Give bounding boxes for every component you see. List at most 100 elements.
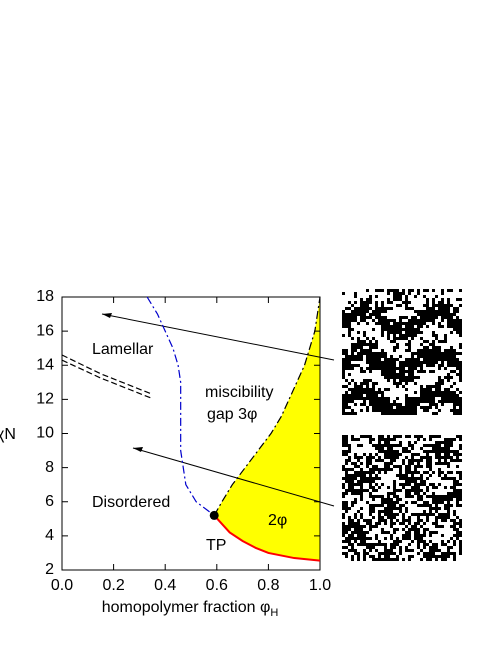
snapshot-pixel <box>399 388 402 391</box>
snapshot-pixel <box>348 385 351 388</box>
snapshot-pixel <box>375 486 378 489</box>
snapshot-pixel <box>414 450 417 453</box>
snapshot-pixel <box>360 465 363 468</box>
snapshot-pixel <box>360 337 363 340</box>
snapshot-pixel <box>429 337 432 340</box>
snapshot-pixel <box>447 534 450 537</box>
snapshot-pixel <box>456 558 459 561</box>
snapshot-pixel <box>459 349 462 352</box>
snapshot-pixel <box>426 343 429 346</box>
snapshot-pixel <box>363 412 366 415</box>
snapshot-pixel <box>408 510 411 513</box>
snapshot-pixel <box>381 477 384 480</box>
snapshot-pixel <box>411 519 414 522</box>
snapshot-pixel <box>357 367 360 370</box>
snapshot-pixel <box>459 486 462 489</box>
snapshot-pixel <box>363 367 366 370</box>
snapshot-pixel <box>360 406 363 409</box>
snapshot-pixel <box>387 471 390 474</box>
snapshot-pixel <box>402 489 405 492</box>
snapshot-pixel <box>423 477 426 480</box>
snapshot-pixel <box>396 340 399 343</box>
snapshot-pixel <box>390 441 393 444</box>
snapshot-pixel <box>393 307 396 310</box>
snapshot-pixel <box>432 534 435 537</box>
snapshot-pixel <box>348 435 351 438</box>
snapshot-pixel <box>342 289 345 292</box>
snapshot-pixel <box>456 543 459 546</box>
snapshot-pixel <box>414 438 417 441</box>
snapshot-pixel <box>342 340 345 343</box>
snapshot-pixel <box>372 331 375 334</box>
snapshot-pixel <box>435 340 438 343</box>
snapshot-pixel <box>384 489 387 492</box>
snapshot-pixel <box>348 501 351 504</box>
snapshot-pixel <box>450 406 453 409</box>
snapshot-pixel <box>342 471 345 474</box>
snapshot-pixel <box>375 531 378 534</box>
snapshot-pixel <box>354 322 357 325</box>
snapshot-pixel <box>384 540 387 543</box>
snapshot-pixel <box>411 537 414 540</box>
snapshot-pixel <box>363 376 366 379</box>
snapshot-pixel <box>426 328 429 331</box>
snapshot-pixel <box>459 456 462 459</box>
snapshot-pixel <box>402 358 405 361</box>
arrow-head <box>133 447 143 452</box>
snapshot-pixel <box>420 492 423 495</box>
snapshot-pixel <box>444 406 447 409</box>
snapshot-pixel <box>369 289 372 292</box>
snapshot-pixel <box>417 301 420 304</box>
snapshot-pixel <box>363 447 366 450</box>
snapshot-pixel <box>357 319 360 322</box>
snapshot-pixel <box>456 292 459 295</box>
snapshot-pixel <box>420 346 423 349</box>
snapshot-pixel <box>438 537 441 540</box>
snapshot-pixel <box>438 504 441 507</box>
snapshot-pixel <box>450 468 453 471</box>
snapshot-pixel <box>372 370 375 373</box>
snapshot-pixel <box>369 498 372 501</box>
snapshot-pixel <box>438 465 441 468</box>
snapshot-pixel <box>351 498 354 501</box>
snapshot-pixel <box>435 322 438 325</box>
snapshot-pixel <box>363 498 366 501</box>
snapshot-pixel <box>438 403 441 406</box>
snapshot-pixel <box>426 507 429 510</box>
snapshot-pixel <box>351 465 354 468</box>
snapshot-pixel <box>363 298 366 301</box>
snapshot-pixel <box>342 337 345 340</box>
snapshot-pixel <box>444 525 447 528</box>
snapshot-pixel <box>408 304 411 307</box>
snapshot-pixel <box>414 313 417 316</box>
snapshot-pixel <box>420 379 423 382</box>
snapshot-pixel <box>390 465 393 468</box>
snapshot-pixel <box>363 325 366 328</box>
snapshot-pixel <box>381 441 384 444</box>
snapshot-pixel <box>375 331 378 334</box>
snapshot-pixel <box>414 289 417 292</box>
snapshot-pixel <box>384 477 387 480</box>
snapshot-pixel <box>441 370 444 373</box>
snapshot-pixel <box>420 328 423 331</box>
snapshot-pixel <box>459 313 462 316</box>
snapshot-pixel <box>369 531 372 534</box>
snapshot-pixel <box>390 346 393 349</box>
snapshot-pixel <box>396 492 399 495</box>
snapshot-pixel <box>414 301 417 304</box>
snapshot-pixel <box>351 450 354 453</box>
snapshot-pixel <box>372 483 375 486</box>
snapshot-pixel <box>447 531 450 534</box>
snapshot-pixel <box>396 486 399 489</box>
snapshot-pixel <box>390 322 393 325</box>
snapshot-pixel <box>381 462 384 465</box>
snapshot-pixel <box>423 498 426 501</box>
snapshot-pixel <box>402 468 405 471</box>
snapshot-pixel <box>393 525 396 528</box>
snapshot-pixel <box>408 513 411 516</box>
snapshot-pixel <box>447 474 450 477</box>
snapshot-pixel <box>351 456 354 459</box>
snapshot-pixel <box>357 295 360 298</box>
snapshot-pixel <box>372 334 375 337</box>
snapshot-pixel <box>453 316 456 319</box>
